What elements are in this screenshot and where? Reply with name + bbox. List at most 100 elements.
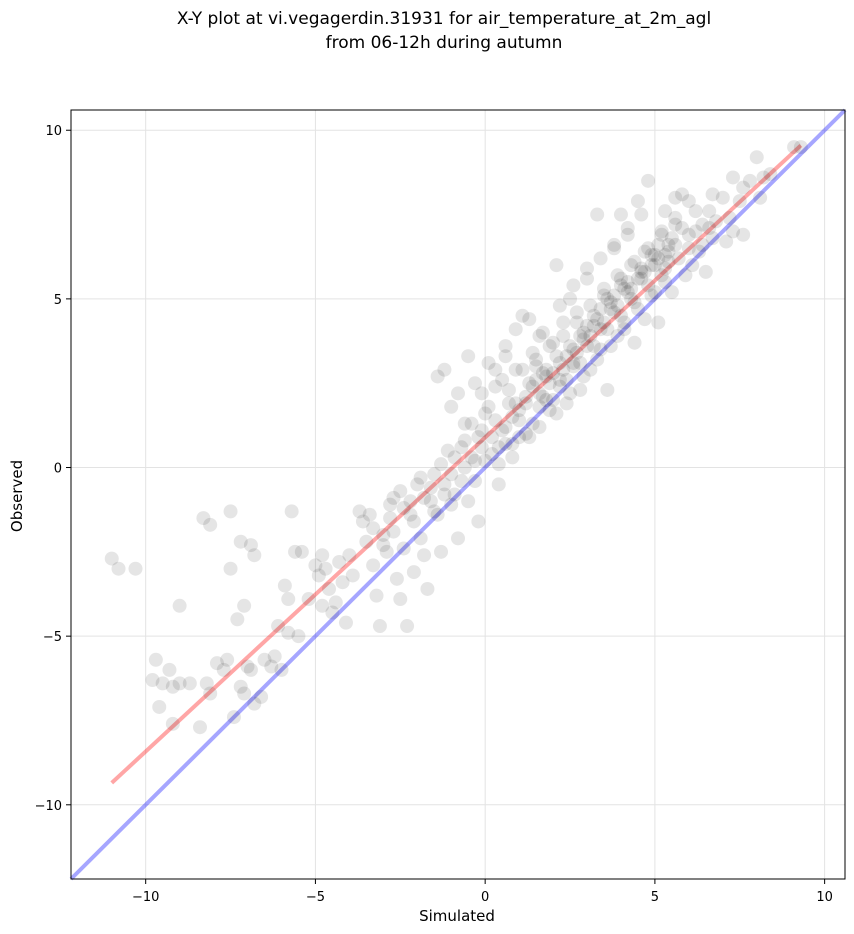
data-point [532, 386, 547, 401]
data-point [586, 339, 601, 354]
data-point [535, 389, 550, 404]
data-point [566, 355, 581, 370]
data-point [420, 581, 435, 596]
data-point [264, 659, 279, 674]
data-point [508, 362, 523, 377]
data-point [444, 497, 459, 512]
data-point [647, 258, 662, 273]
data-point [756, 170, 771, 185]
data-point [590, 207, 605, 222]
data-point [610, 328, 625, 343]
data-point [637, 244, 652, 259]
data-point [495, 423, 510, 438]
y-tick-label: 5 [54, 293, 62, 308]
data-point [393, 592, 408, 607]
data-point [427, 504, 442, 519]
data-point [644, 248, 659, 263]
x-tick-label: 5 [651, 890, 659, 905]
data-point [271, 619, 286, 634]
data-point [291, 629, 306, 644]
data-point [613, 278, 628, 293]
data-point [338, 615, 353, 630]
data-point [607, 305, 622, 320]
data-point [515, 362, 530, 377]
data-point [658, 204, 673, 219]
data-point [430, 507, 445, 522]
data-point [484, 430, 499, 445]
data-point [410, 477, 425, 492]
data-point [281, 625, 296, 640]
data-point [634, 264, 649, 279]
data-point [478, 406, 493, 421]
x-tick-label: −5 [306, 890, 325, 905]
data-point [675, 187, 690, 202]
data-point [196, 511, 211, 526]
data-point [702, 204, 717, 219]
data-point [233, 534, 248, 549]
data-point [661, 244, 676, 259]
data-point [488, 413, 503, 428]
data-point [461, 494, 476, 509]
x-ticks: −10 −5 0 5 10 [132, 879, 833, 905]
data-point [193, 720, 207, 735]
data-point [793, 140, 808, 155]
data-point [566, 278, 581, 293]
data-point [237, 598, 252, 613]
data-point [417, 548, 432, 563]
data-point [461, 349, 476, 364]
data-point [624, 281, 639, 296]
data-point [647, 285, 662, 300]
data-point [413, 531, 428, 546]
data-point [787, 140, 802, 155]
data-point [559, 349, 574, 364]
data-point [617, 322, 632, 337]
data-point [199, 676, 214, 691]
data-point [318, 561, 333, 576]
data-point [434, 544, 449, 559]
data-point [736, 227, 751, 242]
data-point [569, 345, 584, 360]
data-point [396, 541, 411, 556]
data-point [325, 605, 340, 620]
data-point [243, 662, 258, 677]
data-point [525, 416, 540, 431]
data-point [627, 254, 642, 269]
data-point [613, 207, 628, 222]
data-point [512, 403, 527, 418]
x-tick-label: 0 [481, 890, 489, 905]
data-point [664, 285, 679, 300]
data-point [454, 474, 469, 489]
chart-title-line2: from 06-12h during autumn [326, 33, 563, 53]
data-point [512, 413, 527, 428]
data-point [671, 251, 686, 266]
data-point [372, 619, 387, 634]
data-point [396, 500, 411, 515]
data-point [359, 534, 374, 549]
data-point [763, 167, 778, 182]
data-point [596, 315, 611, 330]
data-point [352, 504, 367, 519]
data-point [525, 379, 540, 394]
data-point [658, 275, 673, 290]
data-point [573, 328, 588, 343]
data-point [705, 187, 720, 202]
data-point [651, 315, 666, 330]
data-point [328, 595, 343, 610]
data-point [542, 403, 557, 418]
x-tick-label: 10 [816, 890, 833, 905]
data-point [620, 221, 635, 236]
fit-line [110, 143, 803, 785]
data-point [481, 355, 496, 370]
data-point [413, 470, 428, 485]
y-tick-label: −5 [43, 630, 62, 645]
data-point [634, 207, 649, 222]
data-point [563, 339, 578, 354]
data-point [535, 325, 550, 340]
reference-lines [69, 108, 847, 881]
data-point [596, 281, 611, 296]
data-point [532, 420, 547, 435]
data-point [128, 561, 143, 576]
data-point [488, 379, 503, 394]
data-point [664, 231, 679, 246]
